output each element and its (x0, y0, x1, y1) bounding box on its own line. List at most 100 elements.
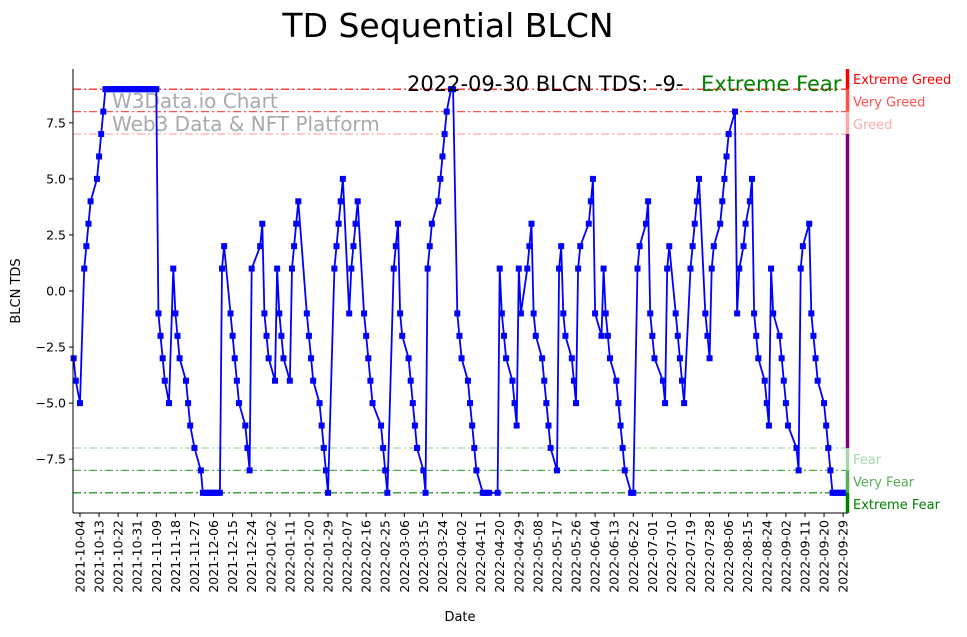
x-ticks: 2021-10-04 2021-10-13 2021-10-22 2021-10-31… (72, 513, 851, 593)
data-point (674, 332, 681, 339)
data-point (363, 332, 370, 339)
data-point (441, 131, 448, 138)
x-tick-label: 2021-11-09 (149, 520, 164, 593)
data-point (246, 467, 253, 474)
data-point (517, 310, 524, 317)
data-point (708, 265, 715, 272)
data-point (651, 355, 658, 362)
data-point (755, 355, 762, 362)
data-point (263, 332, 270, 339)
data-point (689, 243, 696, 250)
data-point (407, 377, 414, 384)
data-point (443, 108, 450, 115)
data-point (619, 444, 626, 451)
data-point (615, 400, 622, 407)
data-point (435, 198, 442, 205)
data-point (87, 198, 94, 205)
data-point (827, 467, 834, 474)
data-point (185, 400, 192, 407)
data-point (331, 265, 338, 272)
x-tick-label: 2022-07-10 (664, 520, 679, 593)
data-point (221, 243, 228, 250)
data-point (469, 422, 476, 429)
data-point (695, 175, 702, 182)
data-point (704, 332, 711, 339)
data-point (316, 400, 323, 407)
data-point (325, 489, 332, 496)
data-point (83, 243, 90, 250)
data-point (753, 332, 760, 339)
data-point (471, 444, 478, 451)
data-point (575, 265, 582, 272)
data-point (606, 355, 613, 362)
data-point (681, 400, 688, 407)
x-tick-label: 2022-08-06 (721, 520, 736, 593)
data-point (721, 175, 728, 182)
data-point (420, 467, 427, 474)
x-axis-label: Date (444, 610, 475, 625)
data-point (600, 265, 607, 272)
data-point (405, 355, 412, 362)
data-point (530, 310, 537, 317)
data-point (454, 310, 461, 317)
x-tick-label: 2021-11-27 (187, 520, 202, 593)
data-point (842, 489, 849, 496)
data-point (473, 467, 480, 474)
data-point (394, 220, 401, 227)
level-lines (73, 88, 848, 494)
tds-series (70, 86, 849, 496)
data-point (100, 108, 107, 115)
data-point (541, 377, 548, 384)
data-point (636, 243, 643, 250)
data-point (734, 310, 741, 317)
data-point (231, 355, 238, 362)
data-point (411, 422, 418, 429)
y-tick-label: −5.0 (36, 396, 66, 411)
x-tick-label: 2022-07-19 (683, 520, 698, 593)
data-point (494, 489, 501, 496)
x-tick-label: 2022-01-11 (282, 520, 297, 593)
x-tick-label: 2022-06-13 (607, 520, 622, 593)
data-point (172, 310, 179, 317)
data-point (248, 265, 255, 272)
x-tick-label: 2022-06-22 (626, 520, 641, 593)
x-tick-label: 2022-04-20 (492, 520, 507, 593)
data-point (161, 377, 168, 384)
x-tick-label: 2022-01-29 (321, 520, 336, 593)
x-tick-label: 2021-10-04 (72, 520, 87, 593)
x-tick-label: 2021-12-15 (225, 520, 240, 593)
data-point (216, 489, 223, 496)
data-point (776, 332, 783, 339)
data-point (291, 243, 298, 250)
x-tick-label: 2021-10-22 (111, 520, 126, 593)
data-point (464, 377, 471, 384)
level-label: Extreme Greed (853, 73, 951, 88)
data-point (795, 467, 802, 474)
data-point (717, 220, 724, 227)
data-point (761, 377, 768, 384)
data-point (573, 400, 580, 407)
data-point (687, 265, 694, 272)
data-point (645, 198, 652, 205)
data-point (642, 220, 649, 227)
data-point (725, 131, 732, 138)
data-point (672, 310, 679, 317)
x-tick-label: 2022-02-16 (359, 520, 374, 593)
data-point (515, 265, 522, 272)
data-point (768, 265, 775, 272)
data-point (98, 131, 105, 138)
data-point (740, 243, 747, 250)
data-point (303, 310, 310, 317)
data-point (539, 355, 546, 362)
x-tick-label: 2022-07-01 (645, 520, 660, 593)
data-point (513, 422, 520, 429)
x-tick-label: 2022-08-15 (740, 520, 755, 593)
data-point (229, 332, 236, 339)
watermark-line-2: Web3 Data & NFT Platform (112, 112, 380, 136)
x-tick-label: 2022-09-11 (797, 520, 812, 593)
data-point (553, 467, 560, 474)
data-point (679, 377, 686, 384)
data-point (547, 444, 554, 451)
data-point (182, 377, 189, 384)
annotation-text: 2022-09-30 BLCN TDS: -9- (407, 72, 683, 96)
